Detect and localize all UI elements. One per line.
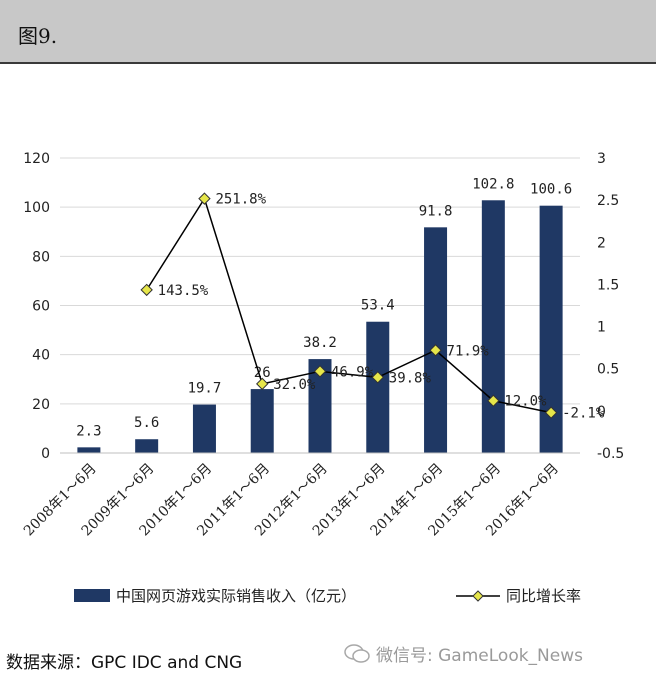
revenue-bar <box>481 200 505 453</box>
left-axis-tick-label: 80 <box>32 249 50 265</box>
wechat-icon <box>344 643 370 663</box>
growth-rate-label: 46.9% <box>331 364 374 380</box>
legend-bar-label: 中国网页游戏实际销售收入（亿元） <box>116 587 356 605</box>
revenue-growth-chart: 0 20 40 60 80 100 120 -0.5 0 0.5 1 1.5 2 2.5 3 2.3 5.6 19… <box>21 151 624 605</box>
wechat-watermark: 微信号: GameLook_News <box>344 641 583 666</box>
growth-rate-marker <box>544 406 558 419</box>
growth-rate-label: 32.0% <box>273 377 316 393</box>
left-axis-tick-label: 20 <box>32 397 50 413</box>
watermark-text: 微信号: GameLook_News <box>376 646 583 666</box>
left-axis-tick-label: 60 <box>32 299 50 315</box>
bar-value-label: 38.2 <box>303 335 337 351</box>
growth-rate-label: -2.1% <box>562 406 605 422</box>
right-axis-tick-label: 0.5 <box>597 362 619 378</box>
revenue-bar <box>77 447 101 453</box>
data-source-note: 数据来源：GPC IDC and CNG <box>6 653 243 673</box>
revenue-bar <box>539 205 563 453</box>
right-axis-tick-label: 1 <box>597 320 606 336</box>
growth-rate-marker <box>256 377 269 391</box>
right-axis-tick-label: 2 <box>597 235 606 251</box>
growth-rate-marker <box>313 365 327 378</box>
growth-rate-line <box>146 196 552 414</box>
legend-line-label: 同比增长率 <box>506 587 581 605</box>
revenue-bar <box>135 439 159 453</box>
bar-value-label: 19.7 <box>188 381 222 397</box>
figure-header: 图9. <box>0 0 656 64</box>
revenue-bar <box>424 227 448 453</box>
bar-value-label: 100.6 <box>530 182 572 198</box>
figure-title: 图9. <box>18 24 58 48</box>
right-axis-tick-label: 2.5 <box>597 193 619 209</box>
growth-rate-marker <box>429 344 442 357</box>
bar-value-label: 5.6 <box>134 415 159 431</box>
revenue-bar <box>192 404 216 453</box>
growth-rate-marker <box>140 283 153 297</box>
right-axis-tick-label: 0 <box>597 404 606 420</box>
growth-rate-marker <box>371 371 384 384</box>
right-axis-tick-label: -0.5 <box>597 446 624 462</box>
growth-rate-marker <box>487 394 500 407</box>
growth-rate-label: 39.8% <box>389 370 432 386</box>
left-axis-tick-label: 0 <box>41 446 50 462</box>
right-axis-tick-label: 1.5 <box>597 277 619 293</box>
left-axis-tick-label: 40 <box>32 348 50 364</box>
left-axis-tick-label: 100 <box>23 200 50 216</box>
growth-rate-label: 71.9% <box>447 343 490 359</box>
legend-bar-swatch <box>74 589 110 602</box>
growth-rate-label: 12.0% <box>504 394 547 410</box>
bar-value-label: 102.8 <box>472 176 514 192</box>
growth-rate-label: 143.5% <box>158 283 209 299</box>
revenue-bar <box>308 359 332 453</box>
growth-rate-label: 251.8% <box>215 192 266 208</box>
right-axis-tick-label: 3 <box>597 151 606 167</box>
left-axis-tick-label: 120 <box>23 151 50 167</box>
legend-line-marker <box>472 590 484 602</box>
growth-rate-marker <box>198 192 211 205</box>
revenue-bar <box>250 389 274 453</box>
bar-value-label: 91.8 <box>419 203 453 219</box>
revenue-bar <box>366 321 390 453</box>
bar-value-label: 2.3 <box>76 423 101 439</box>
bar-value-label: 53.4 <box>361 298 395 314</box>
